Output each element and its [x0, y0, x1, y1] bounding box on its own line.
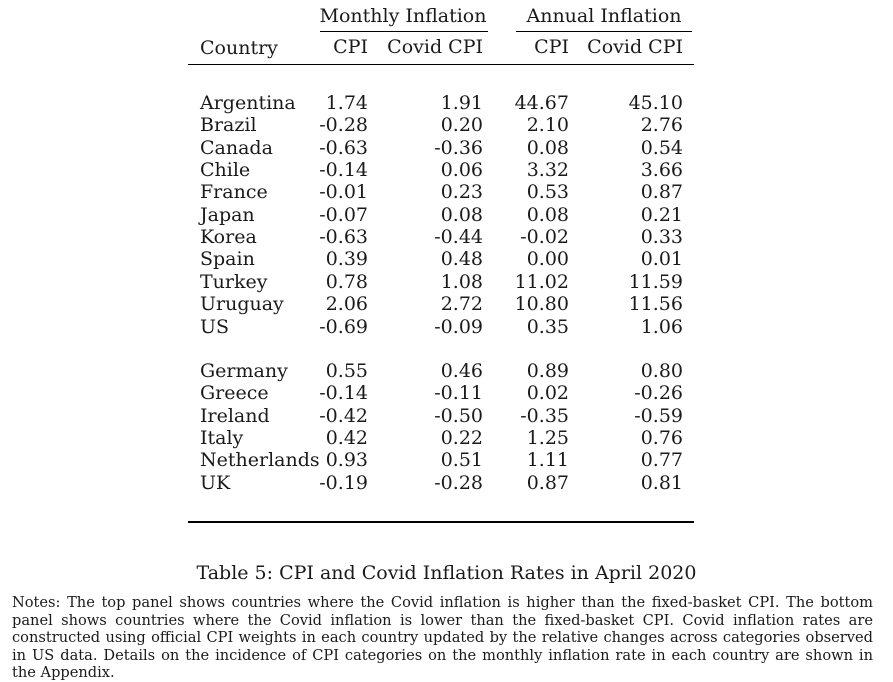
cell-annual-covid-cpi: 3.66 [640, 159, 683, 182]
column-header-monthly-cpi: CPI [333, 36, 368, 58]
bottom-rule [188, 521, 694, 523]
cell-monthly-cpi: 0.55 [325, 360, 368, 382]
cell-monthly-covid-cpi: -0.44 [434, 226, 483, 249]
cell-monthly-cpi: -0.07 [319, 203, 368, 226]
cell-monthly-covid-cpi: 0.48 [440, 248, 483, 271]
cell-monthly-covid-cpi: -0.09 [434, 315, 483, 338]
cell-monthly-covid-cpi: 2.72 [440, 293, 483, 316]
cell-annual-covid-cpi: 45.10 [628, 92, 683, 114]
cell-annual-cpi: 0.08 [526, 203, 569, 226]
cell-monthly-cpi: -0.69 [319, 315, 368, 338]
cell-annual-cpi: 1.11 [526, 449, 569, 472]
cell-country: Ireland [200, 404, 270, 427]
cell-annual-covid-cpi: -0.59 [634, 404, 683, 427]
cell-annual-covid-cpi: 0.01 [640, 248, 683, 271]
cell-monthly-cpi: 0.78 [325, 270, 368, 293]
cell-country: Spain [200, 248, 255, 271]
table-notes: Notes: The top panel shows countries whe… [12, 594, 873, 682]
cell-country: Chile [200, 159, 251, 182]
cell-annual-cpi: 1.25 [526, 427, 569, 450]
cell-monthly-cpi: -0.28 [319, 114, 368, 137]
cell-annual-cpi: 0.87 [526, 471, 569, 494]
cell-country: Korea [200, 226, 257, 249]
cell-country: Turkey [200, 270, 268, 293]
cell-country: Uruguay [200, 293, 284, 316]
cell-annual-covid-cpi: 2.76 [640, 114, 683, 137]
column-header-country: Country [200, 37, 278, 59]
cell-monthly-covid-cpi: 0.51 [440, 449, 483, 472]
cell-country: Canada [200, 136, 273, 159]
column-header-annual-cpi: CPI [534, 36, 569, 58]
cell-annual-cpi: 0.00 [526, 248, 569, 271]
cell-monthly-covid-cpi: 0.08 [440, 203, 483, 226]
table-caption: Table 5: CPI and Covid Inflation Rates i… [196, 562, 697, 584]
cell-annual-cpi: -0.35 [520, 404, 569, 427]
cell-monthly-cpi: 0.42 [325, 427, 368, 450]
group-header-monthly: Monthly Inflation [319, 5, 487, 27]
cell-annual-covid-cpi: 11.59 [628, 270, 683, 293]
group-header-annual: Annual Inflation [526, 5, 682, 27]
cell-annual-cpi: 0.02 [526, 382, 569, 405]
cell-monthly-cpi: -0.63 [319, 136, 368, 159]
cell-country: UK [200, 471, 231, 494]
cell-monthly-covid-cpi: -0.50 [434, 404, 483, 427]
cell-annual-cpi: 44.67 [514, 92, 569, 114]
cell-monthly-cpi: -0.42 [319, 404, 368, 427]
cell-monthly-covid-cpi: -0.11 [434, 382, 483, 405]
cell-annual-covid-cpi: 0.87 [640, 181, 683, 204]
cell-annual-cpi: 3.32 [526, 159, 569, 182]
header-rule [188, 64, 694, 65]
cell-annual-cpi: -0.02 [520, 226, 569, 249]
cell-annual-covid-cpi: 0.21 [640, 203, 683, 226]
cell-monthly-cpi: 2.06 [325, 293, 368, 316]
column-header-monthly-covid-cpi: Covid CPI [387, 36, 483, 58]
cell-annual-covid-cpi: 0.54 [640, 136, 683, 159]
column-header-annual-covid-cpi: Covid CPI [587, 36, 683, 58]
cell-monthly-covid-cpi: -0.28 [434, 471, 483, 494]
cell-annual-covid-cpi: 11.56 [628, 293, 683, 316]
cell-monthly-cpi: -0.01 [319, 181, 368, 204]
cell-monthly-covid-cpi: 1.08 [440, 270, 483, 293]
cell-monthly-cpi: -0.63 [319, 226, 368, 249]
cell-annual-cpi: 0.08 [526, 136, 569, 159]
group-rule-monthly [320, 31, 488, 32]
cell-monthly-covid-cpi: 0.23 [440, 181, 483, 204]
cell-country: Germany [200, 360, 288, 382]
cell-annual-covid-cpi: 0.81 [640, 471, 683, 494]
cell-country: Greece [200, 382, 269, 405]
cell-monthly-covid-cpi: 0.06 [440, 159, 483, 182]
cell-monthly-cpi: 0.39 [325, 248, 368, 271]
cell-annual-covid-cpi: 0.33 [640, 226, 683, 249]
cell-country: Japan [200, 203, 255, 226]
cell-monthly-cpi: -0.14 [319, 159, 368, 182]
cell-monthly-covid-cpi: 0.22 [440, 427, 483, 450]
cell-country: Brazil [200, 114, 257, 137]
cell-country: Italy [200, 427, 244, 450]
cell-monthly-covid-cpi: 0.46 [440, 360, 483, 382]
cell-annual-covid-cpi: 0.77 [640, 449, 683, 472]
cell-monthly-covid-cpi: 0.20 [440, 114, 483, 137]
cell-monthly-cpi: -0.14 [319, 382, 368, 405]
cell-country: US [200, 315, 230, 338]
cell-monthly-cpi: -0.19 [319, 471, 368, 494]
cell-annual-cpi: 0.89 [526, 360, 569, 382]
cell-annual-covid-cpi: -0.26 [634, 382, 683, 405]
cell-country: France [200, 181, 268, 204]
cell-annual-covid-cpi: 1.06 [640, 315, 683, 338]
cell-annual-cpi: 0.53 [526, 181, 569, 204]
cell-monthly-cpi: 1.74 [325, 92, 368, 114]
cell-monthly-covid-cpi: -0.36 [434, 136, 483, 159]
cell-annual-cpi: 0.35 [526, 315, 569, 338]
group-rule-annual [516, 31, 692, 32]
cell-annual-covid-cpi: 0.76 [640, 427, 683, 450]
cell-monthly-cpi: 0.93 [325, 449, 368, 472]
cell-annual-cpi: 2.10 [526, 114, 569, 137]
cell-annual-cpi: 11.02 [514, 270, 569, 293]
cell-annual-covid-cpi: 0.80 [640, 360, 683, 382]
cell-monthly-covid-cpi: 1.91 [440, 92, 483, 114]
cell-annual-cpi: 10.80 [514, 293, 569, 316]
cell-country: Argentina [200, 92, 296, 114]
cell-country: Netherlands [200, 449, 320, 472]
